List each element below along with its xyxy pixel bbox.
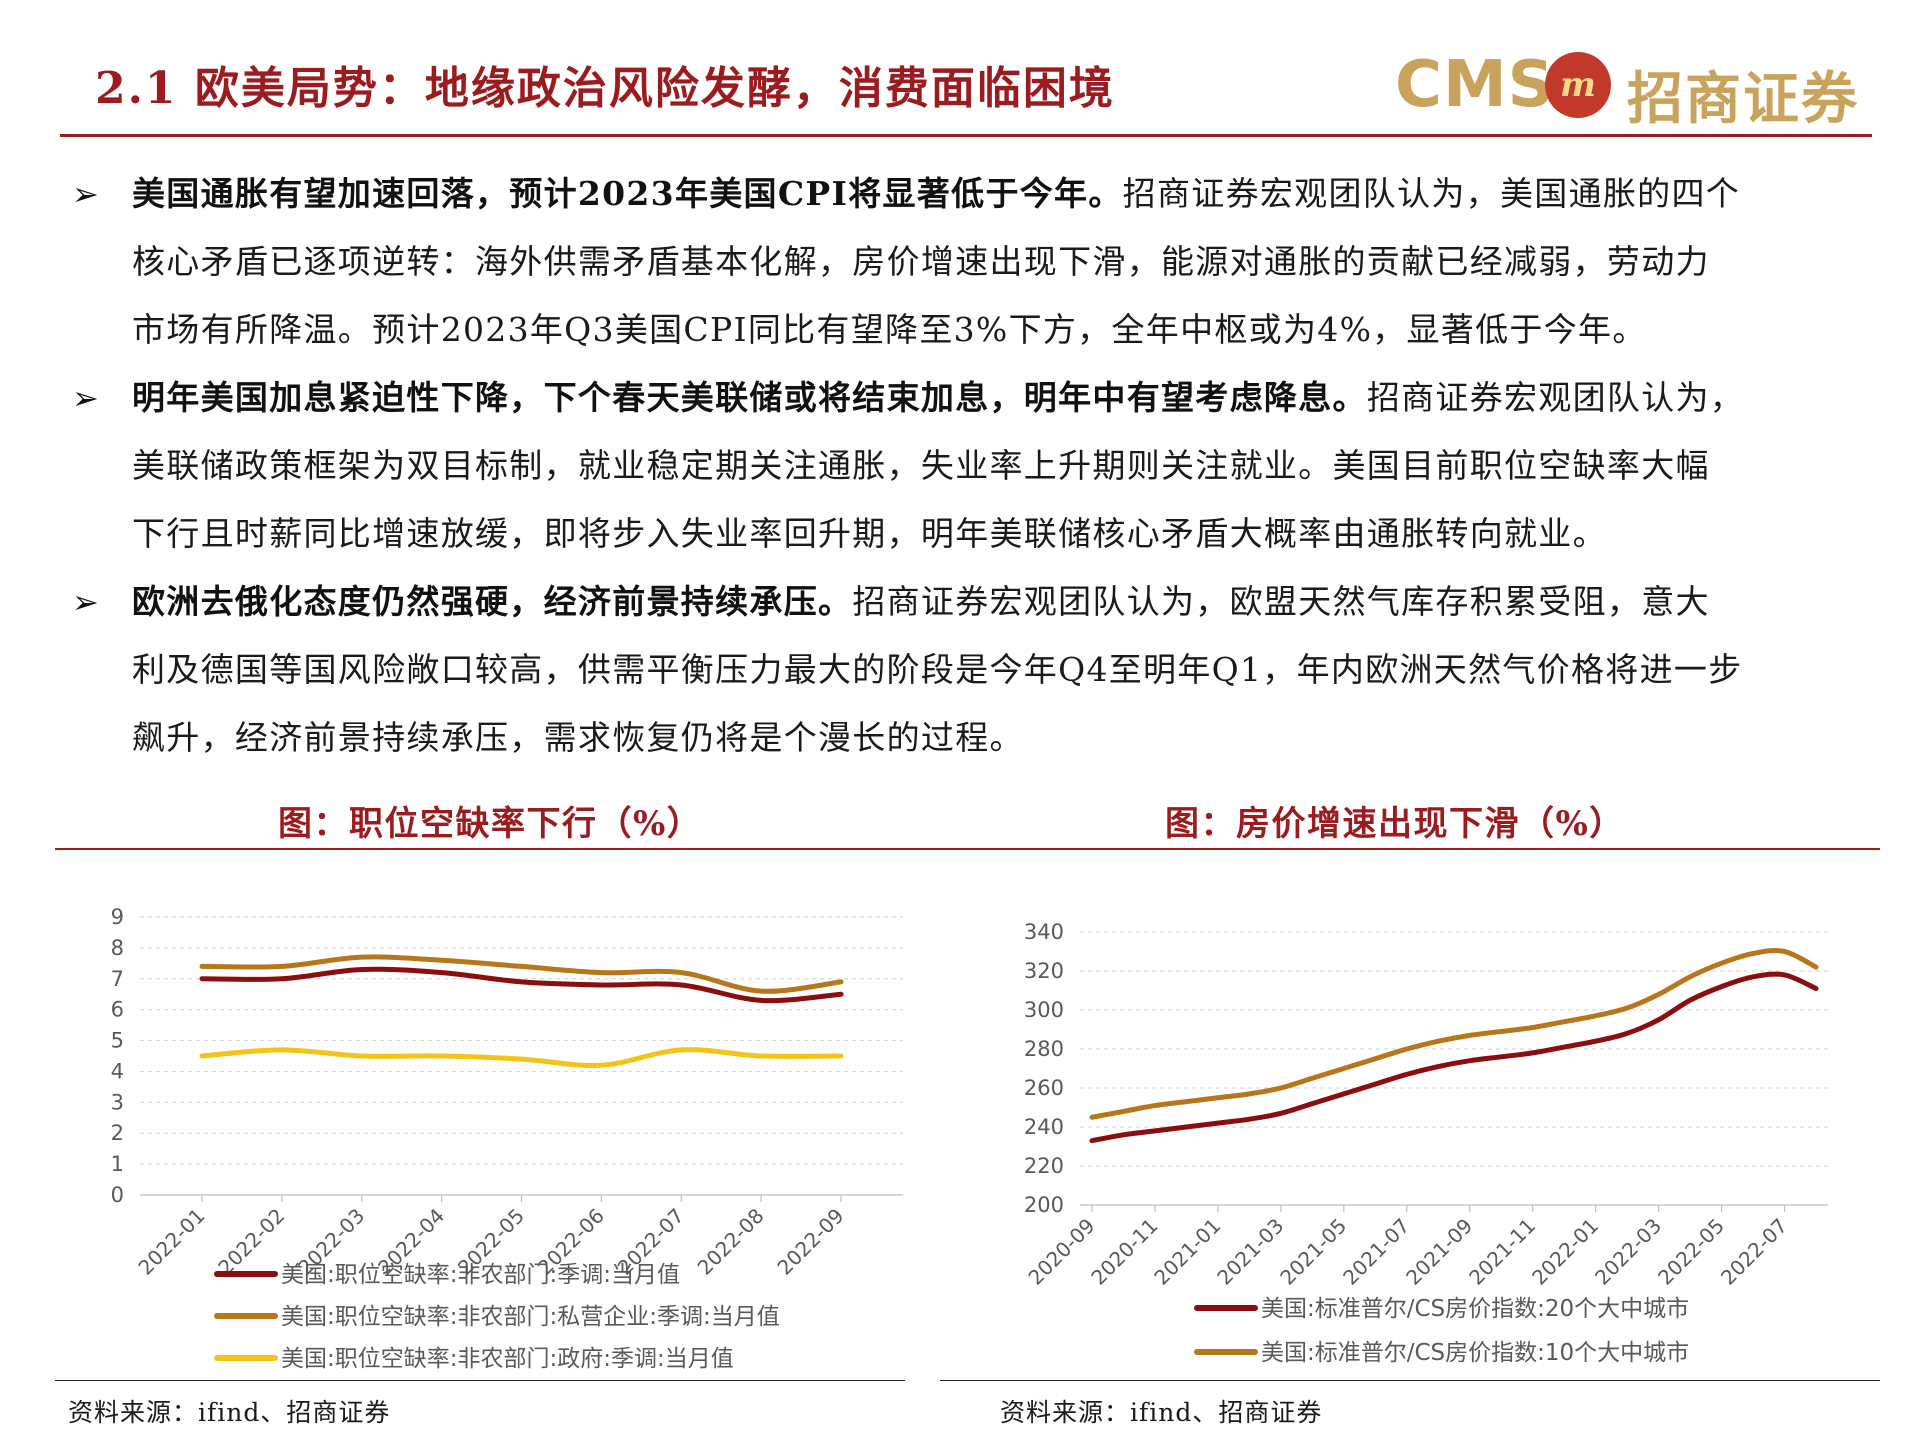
bullet-text: 招商证券宏观团队认为， [1366,378,1745,417]
bullet-item: ➢ 美国通胀有望加速回落，预计2023年美国CPI将显著低于今年。招商证券宏观团… [60,160,1880,364]
y-tick-label: 9 [111,905,124,929]
y-tick-label: 340 [1024,920,1064,944]
y-tick-label: 5 [111,1029,124,1053]
figure-divider [55,848,1880,850]
bullet-bold-text: 明年美国加息紧迫性下降，下个春天美联储或将结束加息，明年中有望考虑降息。 [132,378,1367,417]
bullet-line: 明年美国加息紧迫性下降，下个春天美联储或将结束加息，明年中有望考虑降息。招商证券… [132,364,1880,432]
y-tick-label: 280 [1024,1037,1064,1061]
x-tick-label: 2022-01 [133,1204,209,1280]
series-line [199,954,844,994]
bullet-line: 市场有所降温。预计2023年Q3美国CPI同比有望降至3%下方，全年中枢或为4%… [132,310,1647,349]
x-tick-label: 2021-05 [1275,1214,1351,1290]
bullet-line: 利及德国等国风险敞口较高，供需平衡压力最大的阶段是今年Q4至明年Q1，年内欧洲天… [132,650,1743,689]
bullet-text: 招商证券宏观团队认为，欧盟天然气库存积累受阻，意大 [852,582,1710,621]
series-line [199,966,844,1004]
y-tick-label: 240 [1024,1115,1064,1139]
page-title: 2.1 欧美局势：地缘政治风险发酵，消费面临困境 [95,63,1115,114]
bullet-arrow-icon: ➢ [72,379,99,417]
left-footer-divider [55,1380,905,1381]
x-tick-label: 2022-01 [1527,1214,1603,1290]
bullet-line: 美国通胀有望加速回落，预计2023年美国CPI将显著低于今年。招商证券宏观团队认… [132,160,1880,228]
y-tick-label: 260 [1024,1076,1064,1100]
bullet-line: 欧洲去俄化态度仍然强硬，经济前景持续承压。招商证券宏观团队认为，欧盟天然气库存积… [132,568,1880,636]
bullet-line: 飙升，经济前景持续承压，需求恢复仍将是个漫长的过程。 [132,718,1024,757]
left-figure-title: 图：职位空缺率下行（%） [278,804,703,844]
legend-label: 美国:标准普尔/CS房价指数:10个大中城市 [1261,1340,1689,1366]
y-tick-label: 320 [1024,959,1064,983]
y-tick-label: 1 [111,1152,124,1176]
legend-label: 美国:职位空缺率:非农部门:季调:当月值 [281,1262,680,1288]
legend-label: 美国:标准普尔/CS房价指数:20个大中城市 [1261,1296,1689,1322]
bullet-arrow-icon: ➢ [72,175,99,213]
bullet-bold-text: 美国通胀有望加速回落，预计2023年美国CPI将显著低于今年。 [132,174,1123,213]
y-tick-label: 0 [111,1183,124,1207]
right-footer-divider [940,1380,1880,1381]
right-source-note: 资料来源：ifind、招商证券 [1000,1398,1323,1427]
bullet-line: 美联储政策框架为双目标制，就业稳定期关注通胀，失业率上升期则关注就业。美国目前职… [132,446,1710,485]
y-tick-label: 2 [111,1121,124,1145]
y-tick-label: 6 [111,998,124,1022]
x-tick-label: 2021-07 [1338,1214,1414,1290]
house-price-chart: 2002202402602803003203402020-092020-1120… [1023,920,1828,1366]
y-tick-label: 300 [1024,998,1064,1022]
bullet-line: 核心矛盾已逐项逆转：海外供需矛盾基本化解，房价增速出现下滑，能源对通胀的贡献已经… [132,242,1710,281]
x-tick-label: 2021-03 [1212,1214,1288,1290]
cms-logo: CMS m 招商证券 [1395,42,1875,132]
legend-label: 美国:职位空缺率:非农部门:私营企业:季调:当月值 [281,1304,780,1330]
series-line [1089,971,1819,1144]
y-tick-label: 4 [111,1059,124,1083]
bullet-line: 下行且时薪同比增速放缓，即将步入失业率回升期，明年美联储核心矛盾大概率由通胀转向… [132,514,1607,553]
x-tick-label: 2020-11 [1086,1214,1162,1290]
y-tick-label: 200 [1024,1193,1064,1217]
bullet-item: ➢ 明年美国加息紧迫性下降，下个春天美联储或将结束加息，明年中有望考虑降息。招商… [60,364,1880,568]
x-tick-label: 2022-07 [1716,1214,1792,1290]
series-line [199,1047,844,1069]
bullet-list: ➢ 美国通胀有望加速回落，预计2023年美国CPI将显著低于今年。招商证券宏观团… [60,160,1880,772]
y-tick-label: 7 [111,967,124,991]
header-divider [60,134,1872,137]
logo-cms-text: CMS [1395,48,1555,122]
x-tick-label: 2022-02 [213,1204,289,1280]
logo-mark-icon: m [1545,52,1611,118]
y-tick-label: 220 [1024,1154,1064,1178]
bullet-bold-text: 欧洲去俄化态度仍然强硬，经济前景持续承压。 [132,582,853,621]
x-tick-label: 2022-09 [772,1204,848,1280]
y-tick-label: 3 [111,1090,124,1114]
x-tick-label: 2022-05 [1653,1214,1729,1290]
series-line [1089,948,1819,1120]
y-tick-label: 8 [111,936,124,960]
right-figure-title: 图：房价增速出现下滑（%） [1165,804,1625,844]
logo-company-name: 招商证券 [1627,66,1859,132]
x-tick-label: 2020-09 [1023,1214,1099,1290]
x-tick-label: 2022-03 [1590,1214,1666,1290]
legend-label: 美国:职位空缺率:非农部门:政府:季调:当月值 [281,1346,734,1370]
x-tick-label: 2021-09 [1401,1214,1477,1290]
x-tick-label: 2021-01 [1149,1214,1225,1290]
bullet-text: 招商证券宏观团队认为，美国通胀的四个 [1122,174,1741,213]
bullet-item: ➢ 欧洲去俄化态度仍然强硬，经济前景持续承压。招商证券宏观团队认为，欧盟天然气库… [60,568,1880,772]
x-tick-label: 2022-08 [693,1204,769,1280]
bullet-arrow-icon: ➢ [72,583,99,621]
left-source-note: 资料来源：ifind、招商证券 [68,1398,391,1427]
x-tick-label: 2021-11 [1464,1214,1540,1290]
